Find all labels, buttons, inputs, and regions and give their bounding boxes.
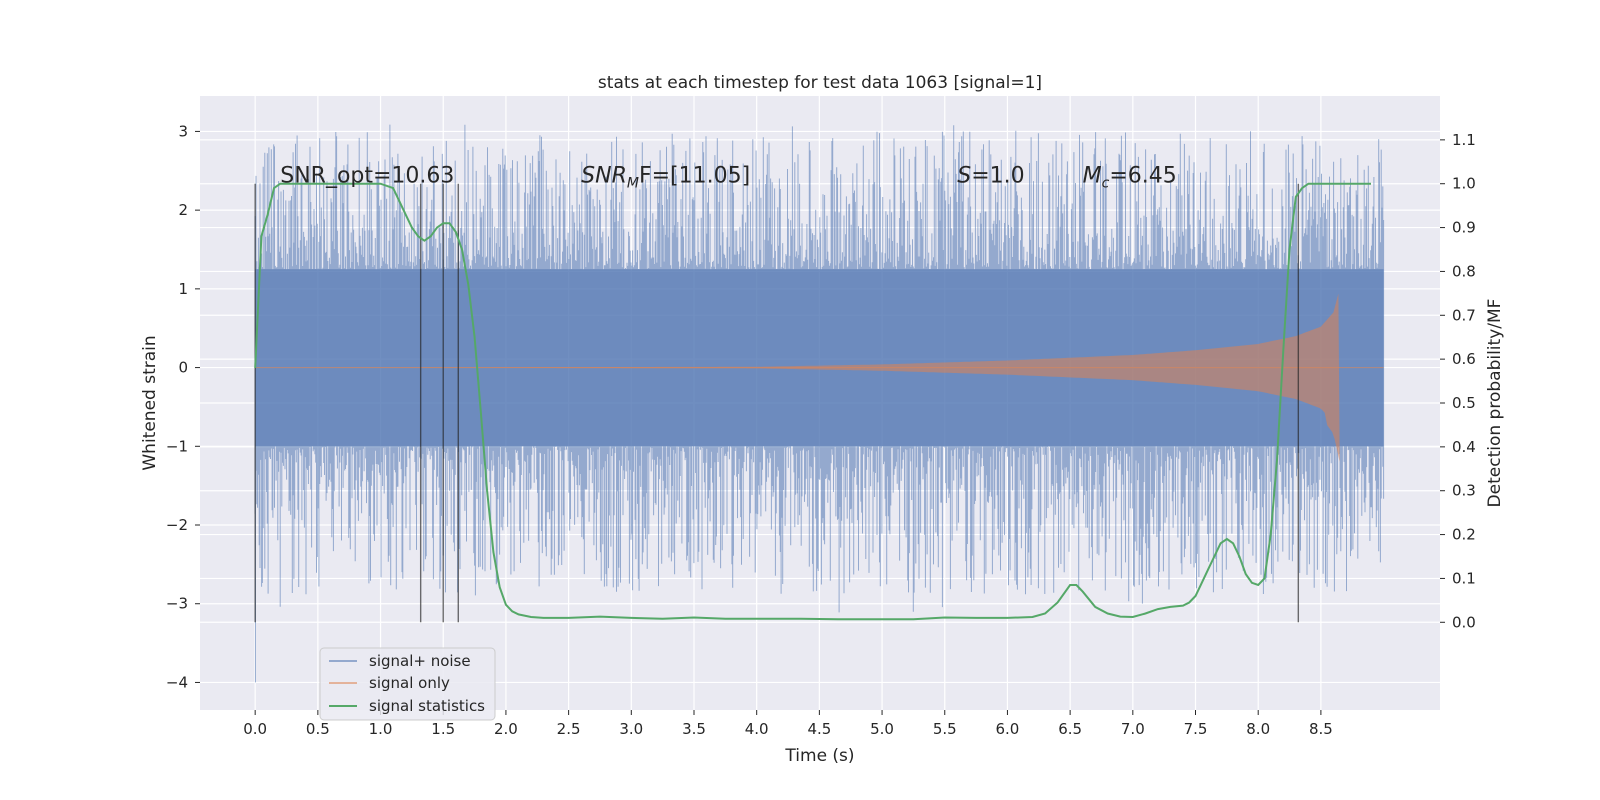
y-tick-label-5: 1 (178, 280, 188, 298)
y-tick-label-6: 2 (178, 201, 188, 219)
y-tick-label-1: −3 (166, 595, 188, 613)
legend-label-stats: signal statistics (369, 697, 485, 715)
x-tick-label-8: 4.0 (745, 720, 769, 738)
x-tick-label-15: 7.5 (1184, 720, 1208, 738)
legend: signal+ noise signal only signal statist… (319, 647, 496, 721)
legend-box (319, 647, 496, 721)
annotation-2: S=1.0 (957, 164, 1024, 189)
y2-axis-label: Detection probability/MF (1485, 299, 1505, 508)
y2-tick-label-8: 0.8 (1452, 262, 1476, 280)
annotations: SNR_opt=10.63 SNRMF=[11.05] S=1.0 Mc=6.45 (280, 164, 1177, 192)
y2-tick-label-6: 0.6 (1452, 350, 1476, 368)
y-tick-label-3: −1 (166, 437, 188, 455)
y2-tick-label-3: 0.3 (1452, 482, 1476, 500)
x-tick-label-7: 3.5 (682, 720, 706, 738)
x-tick-label-17: 8.5 (1309, 720, 1333, 738)
y-axis-label: Whitened strain (140, 335, 160, 470)
x-tick-label-5: 2.5 (557, 720, 581, 738)
x-tick-label-11: 5.5 (933, 720, 957, 738)
x-tick-label-3: 1.5 (431, 720, 455, 738)
y-tick-label-2: −2 (166, 516, 188, 534)
legend-label-signal: signal only (369, 674, 450, 692)
y2-tick-label-9: 0.9 (1452, 219, 1476, 237)
y2-tick-label-5: 0.5 (1452, 394, 1476, 412)
tick-labels: 0.0 0.5 1.0 1.5 2.0 2.5 3.0 3.5 4.0 4.5 5.0 5.5 6.0 6… (166, 122, 1476, 738)
y2-tick-label-10: 1.0 (1452, 175, 1476, 193)
y-tick-label-4: 0 (178, 359, 188, 377)
x-tick-label-13: 6.5 (1058, 720, 1082, 738)
y-tick-label-0: −4 (166, 673, 188, 691)
x-tick-label-9: 4.5 (807, 720, 831, 738)
x-tick-label-2: 1.0 (369, 720, 393, 738)
annotation-3: Mc=6.45 (1083, 164, 1177, 192)
signal-envelope (255, 293, 1340, 462)
x-tick-label-10: 5.0 (870, 720, 894, 738)
x-tick-label-6: 3.0 (619, 720, 643, 738)
x-tick-label-1: 0.5 (306, 720, 330, 738)
y2-tick-label-1: 0.1 (1452, 569, 1476, 587)
x-tick-label-12: 6.0 (996, 720, 1020, 738)
x-axis-label: Time (s) (784, 746, 854, 766)
annotation-1: SNRMF=[11.05] (581, 164, 750, 192)
y2-tick-label-0: 0.0 (1452, 613, 1476, 631)
stats-line (254, 182, 1371, 621)
y2-tick-label-2: 0.2 (1452, 526, 1476, 544)
x-tick-label-0: 0.0 (243, 720, 267, 738)
x-tick-label-14: 7.0 (1121, 720, 1145, 738)
annotation-0: SNR_opt=10.63 (280, 164, 454, 189)
vertical-markers (254, 183, 1300, 623)
series-signal-statistics (254, 182, 1371, 621)
y2-tick-label-4: 0.4 (1452, 438, 1476, 456)
chart-title: stats at each timestep for test data 106… (598, 73, 1042, 93)
y2-tick-label-7: 0.7 (1452, 306, 1476, 324)
legend-label-noise: signal+ noise (369, 652, 471, 670)
y2-tick-label-11: 1.1 (1452, 131, 1476, 149)
x-tick-label-4: 2.0 (494, 720, 518, 738)
y-tick-label-7: 3 (178, 122, 188, 140)
x-tick-label-16: 8.0 (1246, 720, 1270, 738)
